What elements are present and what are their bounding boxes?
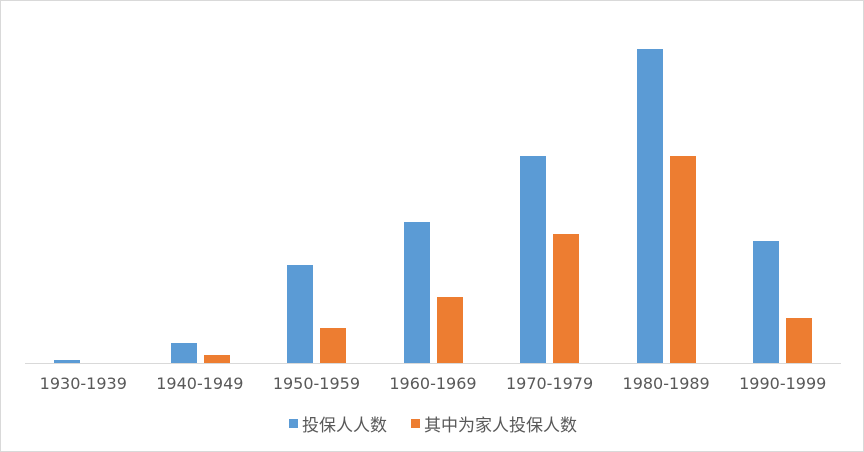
bar-family-insured [436,297,463,363]
bar-family-insured [320,328,347,363]
legend-label: 投保人人数 [302,416,387,436]
x-tick-label: 1940-1949 [156,374,244,393]
bar-insured [170,343,197,363]
bar-insured [636,49,663,363]
bar-insured [753,241,780,363]
bar-group-1940-1949 [142,1,259,363]
bar-group-1970-1979 [491,1,608,363]
bar-insured [403,222,430,363]
legend-item-series-0: 投保人人数 [289,411,387,436]
x-tick-label: 1970-1979 [505,374,594,393]
x-tick-label: 1930-1939 [39,374,127,393]
x-axis-line [25,363,841,364]
bar-group-1960-1969 [375,1,492,363]
bar-insured [287,265,314,363]
bar-group-1980-1989 [608,1,725,363]
bar-group-1950-1959 [258,1,375,363]
plot-area [25,1,841,363]
bar-insured [54,360,80,363]
bar-family-insured [203,355,230,363]
legend-swatch-blue [289,419,298,428]
legend-item-series-1: 其中为家人投保人数 [411,411,577,436]
bar-group-1990-1999 [724,1,841,363]
legend-label: 其中为家人投保人数 [424,416,577,436]
legend: 投保人人数 其中为家人投保人数 [1,411,864,436]
x-tick-label: 1990-1999 [739,374,827,393]
legend-swatch-orange [411,419,420,428]
bar-family-insured [669,156,696,363]
x-tick-label: 1960-1969 [389,374,477,393]
bar-group-1930-1939 [25,1,142,363]
x-tick-label: 1980-1989 [622,374,710,393]
x-tick-label: 1950-1959 [272,374,361,393]
bar-family-insured [553,234,580,363]
bar-insured [520,156,547,363]
bar-family-insured [786,318,813,363]
